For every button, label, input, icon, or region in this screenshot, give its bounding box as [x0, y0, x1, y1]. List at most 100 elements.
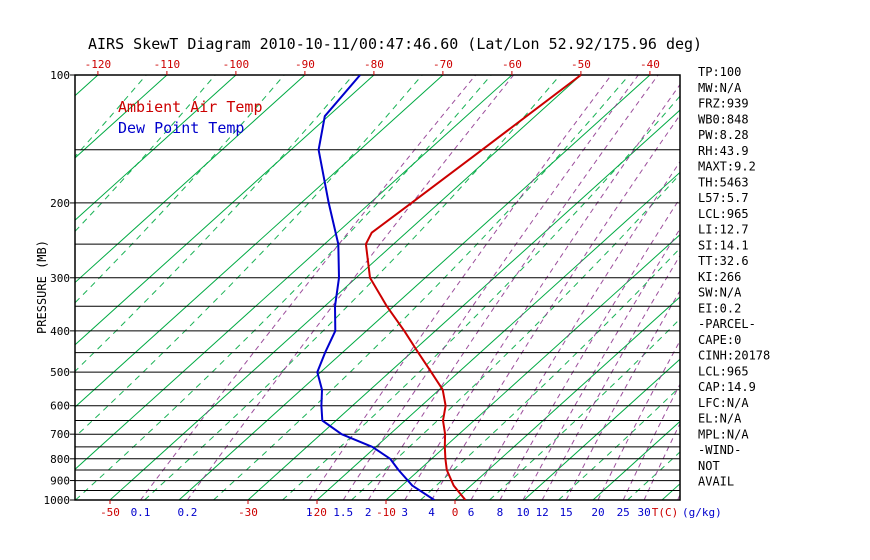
temp-unit-label: T(C)	[652, 506, 679, 519]
isotherm-line	[75, 75, 306, 284]
pressure-tick-label: 700	[50, 428, 70, 441]
mixing-ratio-label: 6	[468, 506, 475, 519]
info-line: KI:266	[698, 270, 741, 284]
isotherm-line	[75, 75, 513, 470]
top-temp-tick-label: -100	[223, 58, 250, 71]
top-temp-tick-label: -50	[571, 58, 591, 71]
info-line: MW:N/A	[698, 81, 742, 95]
info-line: -PARCEL-	[698, 317, 756, 331]
isotherm-line	[385, 233, 680, 500]
info-line: CAPE:0	[698, 333, 741, 347]
chart-overlay: AIRS SkewT Diagram 2010-10-11/00:47:46.6…	[35, 35, 722, 519]
top-temp-tick-label: -90	[295, 58, 315, 71]
ambient-temp-curve	[364, 75, 582, 500]
isotherm-line	[800, 75, 870, 500]
moist-adiabat-line	[351, 173, 680, 500]
bottom-temp-tick-label: 0	[452, 506, 459, 519]
moist-adiabat-line	[75, 75, 216, 233]
info-line: EL:N/A	[698, 412, 742, 426]
bottom-temp-tick-label: -50	[100, 506, 120, 519]
pressure-tick-label: 300	[50, 272, 70, 285]
moist-adiabat-line	[489, 318, 680, 500]
info-line: AVAIL	[698, 475, 734, 489]
isotherm-line	[247, 109, 680, 500]
pressure-tick-label: 400	[50, 325, 70, 338]
chart-title: AIRS SkewT Diagram 2010-10-11/00:47:46.6…	[88, 35, 702, 53]
mixing-unit-label: (g/kg)	[682, 506, 722, 519]
isotherm-line	[661, 483, 680, 500]
sounding-curves	[316, 75, 582, 500]
moist-adiabat-line	[75, 75, 354, 373]
legend-dewpoint-label: Dew Point Temp	[118, 119, 244, 137]
legend-ambient-label: Ambient Air Temp	[118, 98, 263, 116]
info-line: SI:14.1	[698, 238, 749, 252]
mixing-ratio-label: 8	[497, 506, 504, 519]
plot-border	[74, 74, 681, 501]
info-line: MAXT:9.2	[698, 160, 756, 174]
info-line: RH:43.9	[698, 144, 749, 158]
moist-adiabat-line	[75, 75, 285, 304]
mixing-ratio-label: 2	[365, 506, 372, 519]
mixing-ratio-label: 30	[637, 506, 650, 519]
bottom-temp-tick-label: -10	[376, 506, 396, 519]
mixing-ratio-line	[404, 83, 680, 500]
top-temp-tick-label: -80	[364, 58, 384, 71]
isotherm-line	[731, 75, 870, 500]
mixing-ratio-label: 20	[591, 506, 604, 519]
top-temp-tick-label: -110	[154, 58, 181, 71]
isotherm-line	[75, 75, 444, 408]
top-temp-tick-label: -120	[85, 58, 112, 71]
isotherm-line	[0, 75, 29, 500]
pressure-tick-label: 100	[50, 69, 70, 82]
info-line: NOT	[698, 459, 720, 473]
bottom-temp-tick-label: -20	[307, 506, 327, 519]
mixing-ratio-label: 10	[516, 506, 529, 519]
pressure-tick-label: 900	[50, 475, 70, 488]
isotherm-line	[523, 358, 680, 500]
info-line: FRZ:939	[698, 97, 749, 111]
pressure-tick-label: 1000	[44, 494, 71, 507]
isotherm-line	[75, 75, 168, 159]
isotherm-line	[592, 420, 680, 500]
mixing-ratio-label: 0.2	[177, 506, 197, 519]
bottom-temp-tick-label: -30	[238, 506, 258, 519]
mixing-ratio-label: 12	[536, 506, 549, 519]
axis-tick-labels: -120 -110 -100 -90 -80 -70 -60 -50 -40-50 -30 -20-…	[44, 58, 771, 519]
info-line: LI:12.7	[698, 223, 749, 237]
moist-adiabat-line	[0, 75, 8, 500]
info-line: L57:5.7	[698, 191, 749, 205]
mixing-ratio-line	[541, 254, 680, 500]
mixing-ratio-label: 3	[401, 506, 408, 519]
pressure-axis-label: PRESSURE (MB)	[35, 240, 49, 334]
moist-adiabat-line	[213, 75, 630, 500]
info-line: -WIND-	[698, 443, 741, 457]
pressure-tick-label: 800	[50, 453, 70, 466]
info-line: TT:32.6	[698, 254, 749, 268]
mixing-ratio-line	[308, 75, 612, 500]
isotherm-line	[75, 75, 375, 346]
mixing-ratio-line	[367, 75, 659, 500]
moist-adiabat-line	[558, 386, 680, 500]
mixing-ratio-label: 1.5	[333, 506, 353, 519]
info-line: SW:N/A	[698, 286, 742, 300]
isotherm-line	[109, 75, 582, 500]
mixing-ratio-label: 1	[306, 506, 313, 519]
mixing-ratio-label: 0.1	[131, 506, 151, 519]
mixing-ratio-line	[643, 422, 680, 500]
mixing-ratio-label: 25	[617, 506, 630, 519]
mixing-ratio-line	[186, 75, 514, 500]
isotherm-line	[178, 75, 651, 500]
moist-adiabat-line	[75, 75, 423, 438]
moist-adiabat-line	[766, 75, 870, 500]
mixing-ratio-label: 4	[428, 506, 435, 519]
moist-adiabat-line	[75, 75, 492, 500]
info-line: PW:8.28	[698, 128, 749, 142]
dewpoint-curve	[316, 75, 435, 500]
pressure-tick-label: 600	[50, 400, 70, 413]
isotherm-line	[316, 171, 680, 500]
info-line: LCL:965	[698, 207, 749, 221]
mixing-ratio-line	[565, 289, 680, 500]
plot-frame	[74, 74, 681, 501]
